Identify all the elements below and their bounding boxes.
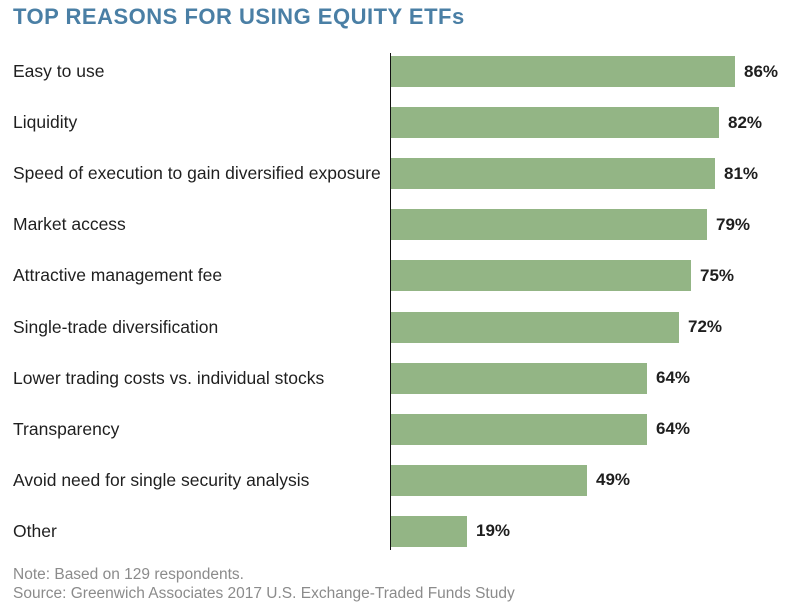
- bar: [391, 362, 647, 394]
- data-label: 72%: [688, 317, 723, 336]
- data-label: 64%: [656, 368, 691, 388]
- bar: [391, 464, 587, 496]
- bar-row: Liquidity 82%: [0, 107, 796, 139]
- category-label: Avoid need for single security analysis: [13, 469, 310, 490]
- category-label: Attractive management fee: [13, 265, 223, 286]
- data-label: 64%: [656, 419, 691, 439]
- chart-title: TOP REASONS FOR USING EQUITY ETFs: [13, 4, 465, 29]
- bar: [391, 56, 735, 87]
- category-label: Easy to use: [13, 61, 105, 81]
- bar-row: Attractive management fee 75%: [0, 260, 796, 292]
- source-text: Source: Greenwich Associates 2017 U.S. E…: [13, 585, 515, 602]
- data-label: 79%: [716, 214, 751, 234]
- note-text: Note: Based on 129 respondents.: [13, 566, 244, 583]
- category-label: Liquidity: [13, 112, 78, 133]
- bar-row: Avoid need for single security analysis 4…: [0, 464, 796, 496]
- category-label: Other: [13, 520, 57, 541]
- bar-row: Other 19%: [0, 515, 796, 547]
- data-label: 81%: [724, 163, 759, 183]
- data-label: 49%: [596, 470, 631, 490]
- bar-row: Speed of execution to gain diversified e…: [0, 158, 796, 190]
- category-label: Transparency: [13, 418, 120, 439]
- bar: [391, 311, 679, 343]
- bar: [391, 413, 647, 445]
- data-label: 19%: [476, 521, 511, 541]
- data-label: 86%: [744, 61, 779, 81]
- bar: [391, 158, 715, 190]
- category-label: Market access: [13, 214, 126, 235]
- bar: [391, 107, 719, 139]
- bar-row: Single-trade diversification 72%: [0, 311, 796, 343]
- bar-row: Transparency 64%: [0, 413, 796, 445]
- bar-row: Market access 79%: [0, 209, 796, 241]
- bar: [391, 260, 691, 292]
- data-label: 75%: [700, 265, 735, 285]
- bar-row: Easy to use 86%: [0, 56, 796, 87]
- bar: [391, 209, 707, 241]
- category-label: Speed of execution to gain diversified e…: [13, 163, 381, 184]
- data-label: 82%: [728, 112, 763, 132]
- category-label: Single-trade diversification: [13, 316, 219, 337]
- bar: [391, 515, 467, 547]
- category-label: Lower trading costs vs. individual stock…: [13, 367, 325, 388]
- bar-row: Lower trading costs vs. individual stock…: [0, 362, 796, 394]
- y-axis-line: [390, 53, 391, 550]
